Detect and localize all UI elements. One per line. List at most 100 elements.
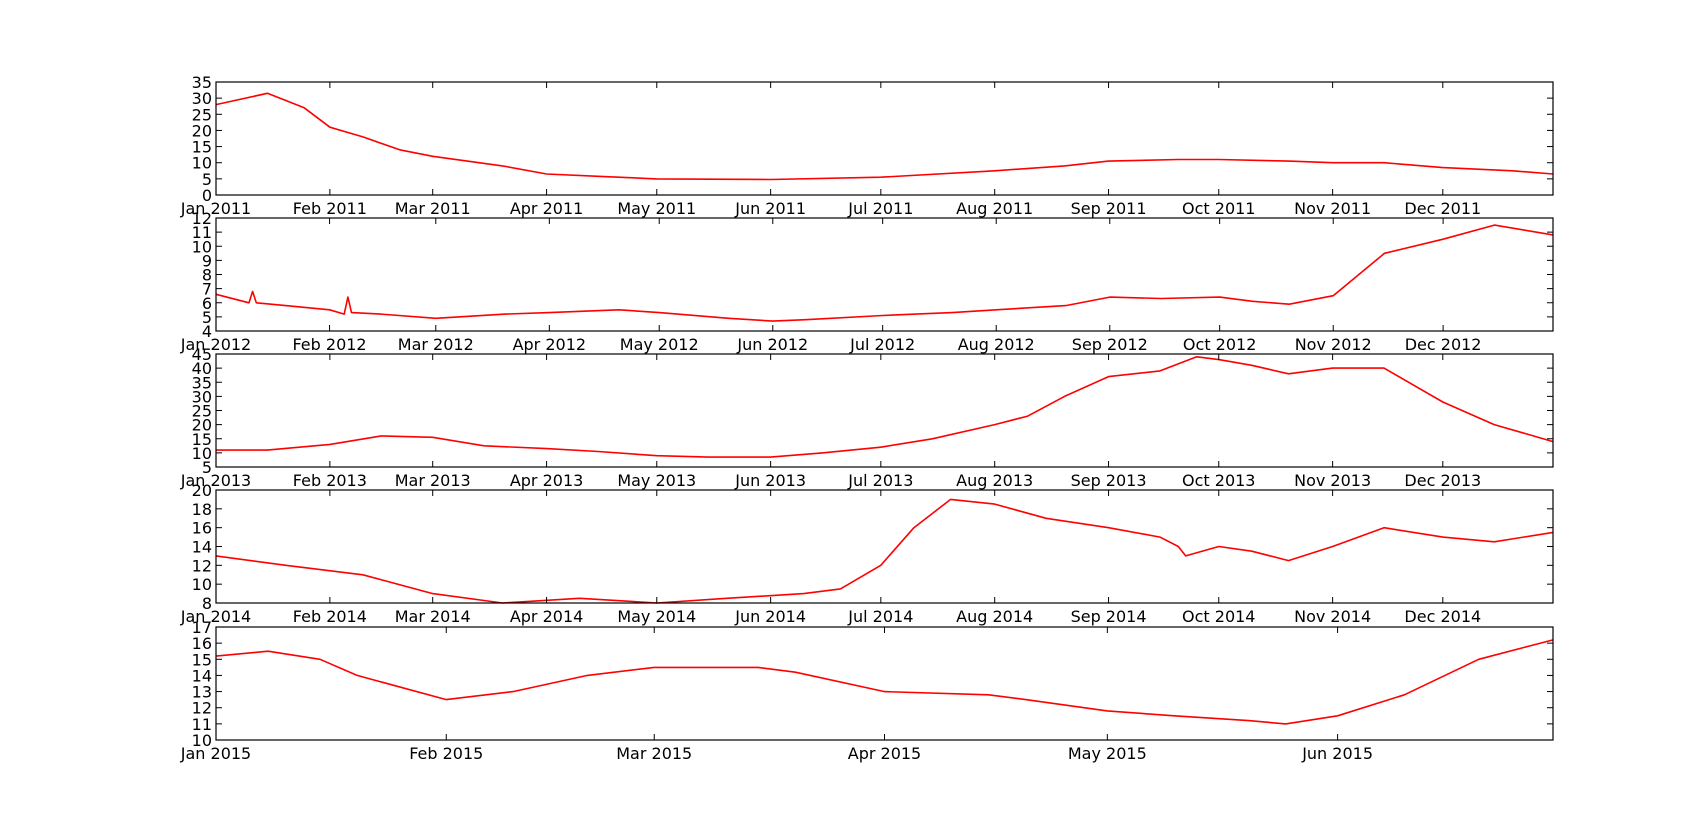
x-tick-label: Mar 2011	[395, 199, 471, 218]
y-tick-label: 12	[192, 556, 212, 575]
x-tick-label: Jan 2014	[180, 607, 251, 626]
x-tick-label: Mar 2013	[395, 471, 471, 490]
x-tick-label: May 2014	[617, 607, 696, 626]
y-tick-label: 12	[192, 209, 212, 228]
y-tick-label: 35	[192, 73, 212, 92]
y-tick-label: 10	[192, 731, 212, 750]
y-tick-label: 8	[202, 266, 212, 285]
series-line-2-1	[215, 224, 1554, 322]
y-tick-label: 5	[202, 308, 212, 327]
y-tick-label: 20	[192, 416, 212, 435]
x-tick-label: Nov 2012	[1295, 335, 1372, 354]
x-tick-label: Jan 2011	[180, 199, 251, 218]
x-tick-label: Jul 2013	[847, 471, 913, 490]
x-tick-label: Jul 2012	[849, 335, 915, 354]
series-line-1-1	[215, 92, 1554, 181]
x-tick-label: Dec 2011	[1404, 199, 1481, 218]
x-tick-label: Nov 2013	[1294, 471, 1371, 490]
y-tick-label: 20	[192, 121, 212, 140]
axes-frame	[215, 217, 1554, 332]
y-tick-label: 35	[192, 373, 212, 392]
y-tick-label: 16	[192, 519, 212, 538]
x-tick-label: Apr 2012	[513, 335, 586, 354]
x-tick-label: Sep 2011	[1071, 199, 1147, 218]
x-tick-label: Jun 2014	[734, 607, 806, 626]
y-tick-label: 25	[192, 105, 212, 124]
y-tick-label: 6	[202, 294, 212, 313]
x-tick-label: Jul 2014	[847, 607, 913, 626]
y-tick-label: 20	[192, 481, 212, 500]
y-tick-label: 17	[192, 618, 212, 637]
y-tick-label: 0	[202, 186, 212, 205]
x-tick-label: Aug 2014	[956, 607, 1033, 626]
x-tick-label: Nov 2014	[1294, 607, 1371, 626]
y-tick-label: 11	[192, 223, 212, 242]
x-tick-label: Jun 2013	[734, 471, 806, 490]
x-tick-label: May 2012	[620, 335, 699, 354]
axes-frame	[215, 626, 1554, 741]
x-tick-label: Aug 2011	[956, 199, 1033, 218]
x-tick-label: Jan 2013	[180, 471, 251, 490]
axes-frame	[215, 353, 1554, 468]
x-tick-label: Oct 2014	[1182, 607, 1255, 626]
y-tick-label: 25	[192, 402, 212, 421]
x-tick-label: Oct 2013	[1182, 471, 1255, 490]
series-line-3-1	[216, 355, 1554, 458]
x-tick-label: Sep 2013	[1071, 471, 1147, 490]
y-tick-label: 15	[192, 430, 212, 449]
y-tick-label: 12	[192, 699, 212, 718]
x-tick-label: Jun 2011	[734, 199, 806, 218]
y-tick-label: 30	[192, 89, 212, 108]
x-tick-label: Aug 2013	[956, 471, 1033, 490]
x-tick-label: Feb 2011	[293, 199, 367, 218]
x-tick-label: Feb 2012	[292, 335, 366, 354]
x-tick-label: Oct 2012	[1183, 335, 1256, 354]
y-tick-label: 14	[192, 666, 212, 685]
x-tick-label: Jan 2012	[180, 335, 251, 354]
x-tick-label: Apr 2014	[510, 607, 583, 626]
y-tick-label: 7	[202, 280, 212, 299]
x-tick-label: May 2015	[1068, 744, 1147, 763]
x-tick-label: Oct 2011	[1182, 199, 1255, 218]
y-tick-label: 10	[192, 444, 212, 463]
x-tick-label: Apr 2013	[510, 471, 583, 490]
x-tick-label: Jun 2012	[736, 335, 808, 354]
y-tick-label: 10	[192, 575, 212, 594]
y-tick-label: 8	[202, 594, 212, 613]
x-tick-label: Sep 2014	[1071, 607, 1147, 626]
x-tick-label: May 2011	[617, 199, 696, 218]
x-tick-label: Jun 2015	[1301, 744, 1373, 763]
x-tick-label: Dec 2012	[1405, 335, 1482, 354]
y-tick-label: 9	[202, 251, 212, 270]
y-tick-label: 5	[202, 170, 212, 189]
series-line-4-1	[215, 498, 1554, 604]
x-tick-label: Apr 2015	[848, 744, 921, 763]
y-tick-label: 15	[192, 650, 212, 669]
x-tick-label: Sep 2012	[1072, 335, 1148, 354]
x-tick-label: Feb 2014	[293, 607, 367, 626]
x-tick-label: Jan 2015	[180, 744, 251, 763]
axes-frame	[215, 489, 1554, 604]
series-line-5-1	[215, 639, 1554, 725]
y-tick-label: 15	[192, 138, 212, 157]
y-tick-label: 14	[192, 538, 212, 557]
x-tick-label: Feb 2013	[293, 471, 367, 490]
x-tick-label: Mar 2014	[395, 607, 471, 626]
x-tick-label: Mar 2012	[398, 335, 474, 354]
y-tick-label: 13	[192, 683, 212, 702]
y-tick-label: 5	[202, 458, 212, 477]
x-tick-label: Aug 2012	[958, 335, 1035, 354]
y-tick-label: 10	[192, 237, 212, 256]
y-tick-label: 11	[192, 715, 212, 734]
x-tick-label: Dec 2014	[1404, 607, 1481, 626]
y-tick-label: 4	[202, 322, 212, 341]
axes-frame	[215, 81, 1554, 196]
x-tick-label: May 2013	[617, 471, 696, 490]
